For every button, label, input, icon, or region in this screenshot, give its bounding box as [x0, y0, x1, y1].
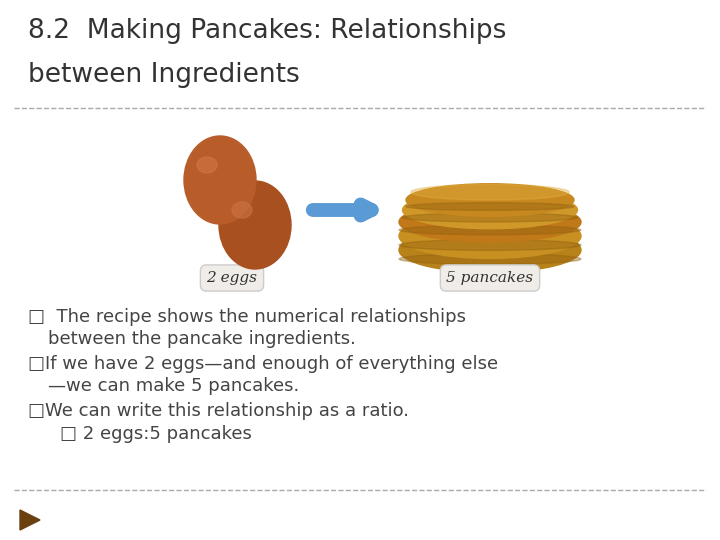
- Ellipse shape: [404, 214, 576, 236]
- Ellipse shape: [406, 184, 574, 216]
- Text: □ 2 eggs:5 pancakes: □ 2 eggs:5 pancakes: [60, 425, 252, 443]
- Ellipse shape: [404, 228, 576, 250]
- Ellipse shape: [232, 202, 252, 218]
- Ellipse shape: [404, 203, 576, 222]
- Ellipse shape: [406, 202, 574, 211]
- Ellipse shape: [184, 136, 256, 224]
- Ellipse shape: [399, 240, 581, 251]
- Text: between the pancake ingredients.: between the pancake ingredients.: [48, 330, 356, 348]
- Ellipse shape: [399, 202, 581, 242]
- Text: 5 pancakes: 5 pancakes: [446, 271, 534, 285]
- Ellipse shape: [399, 254, 581, 265]
- Text: between Ingredients: between Ingredients: [28, 62, 300, 88]
- Ellipse shape: [197, 157, 217, 173]
- Text: □If we have 2 eggs—and enough of everything else: □If we have 2 eggs—and enough of everyth…: [28, 355, 498, 373]
- Text: —we can make 5 pancakes.: —we can make 5 pancakes.: [48, 377, 300, 395]
- Text: □We can write this relationship as a ratio.: □We can write this relationship as a rat…: [28, 402, 409, 420]
- Ellipse shape: [399, 225, 581, 235]
- Ellipse shape: [402, 191, 577, 229]
- Ellipse shape: [399, 227, 581, 273]
- FancyArrowPatch shape: [312, 205, 372, 215]
- Text: 2 eggs: 2 eggs: [207, 271, 258, 285]
- Text: □  The recipe shows the numerical relationships: □ The recipe shows the numerical relatio…: [28, 308, 466, 326]
- Ellipse shape: [399, 213, 581, 259]
- Ellipse shape: [408, 192, 572, 210]
- Ellipse shape: [411, 184, 570, 200]
- Ellipse shape: [219, 181, 291, 269]
- Ellipse shape: [402, 213, 577, 222]
- Polygon shape: [20, 510, 40, 530]
- Text: 8.2  Making Pancakes: Relationships: 8.2 Making Pancakes: Relationships: [28, 18, 506, 44]
